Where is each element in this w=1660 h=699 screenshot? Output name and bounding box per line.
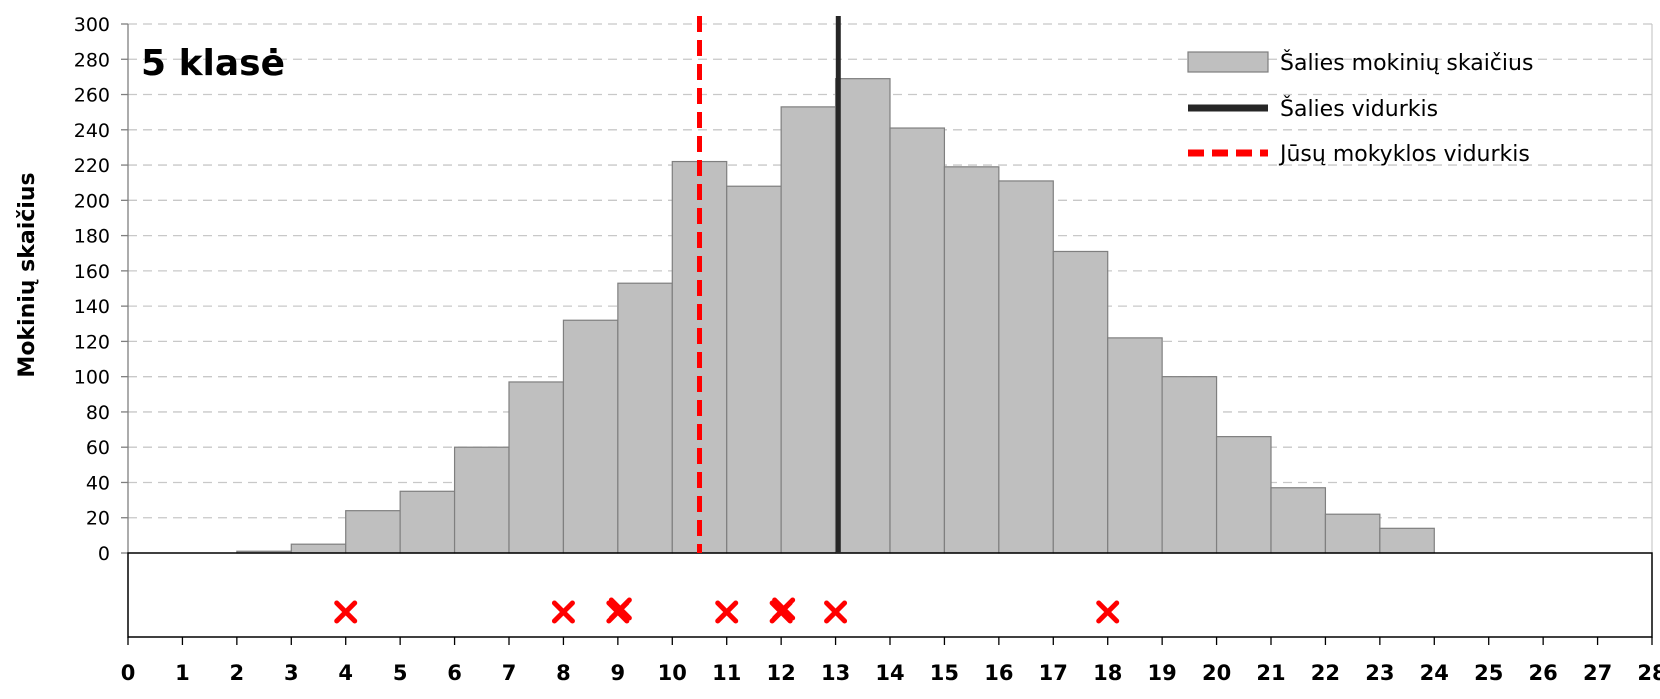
score-marker: [715, 600, 739, 624]
y-tick-label: 200: [74, 190, 110, 212]
x-tick-label: 17: [1039, 661, 1068, 685]
y-tick-label: 140: [74, 296, 110, 318]
histogram-bar: [943, 166, 1000, 554]
histogram-bar: [1215, 436, 1272, 554]
axes: [121, 23, 1653, 645]
y-tick-label: 180: [74, 226, 110, 248]
legend-label-national-average: Šalies vidurkis: [1280, 96, 1438, 122]
y-tick-label: 220: [74, 155, 110, 177]
x-tick-label: 3: [284, 661, 299, 685]
score-marker: [1096, 600, 1120, 624]
x-tick-label: 18: [1093, 661, 1122, 685]
score-strip-frame: [127, 552, 1653, 638]
x-tick-label: 5: [393, 661, 408, 685]
y-tick-labels: 0 20 40 60 80 100 120 140 160 180 200 220 240 260 280 3…: [74, 14, 110, 565]
y-tick-label: 20: [86, 508, 110, 530]
histogram-bar: [1270, 487, 1327, 554]
histogram-bar: [834, 78, 891, 554]
legend-label-school-average: Jūsų mokyklos vidurkis: [1278, 142, 1530, 167]
histogram-bar: [508, 381, 565, 554]
legend-swatch-national-count: [1187, 51, 1269, 73]
y-tick-label: 240: [74, 120, 110, 142]
legend-label-national-count: Šalies mokinių skaičius: [1280, 50, 1533, 76]
histogram-bar: [1107, 337, 1163, 554]
y-axis-label: Mokinių skaičius: [15, 172, 40, 377]
score-marker: [772, 597, 796, 621]
x-tick-label: 24: [1420, 661, 1449, 685]
x-tick-label: 14: [875, 661, 904, 685]
histogram-bar: [1161, 376, 1218, 554]
y-tick-label: 280: [74, 49, 110, 71]
x-tick-label: 6: [447, 661, 462, 685]
y-tick-label: 60: [86, 437, 110, 459]
score-marker-stroke: [334, 600, 358, 624]
y-tick-label: 300: [74, 14, 110, 36]
score-marker-stroke: [608, 597, 632, 621]
y-tick-label: 40: [86, 472, 110, 494]
x-tick-label: 27: [1583, 661, 1612, 685]
histogram-bar: [1324, 513, 1381, 554]
score-marker-stroke: [1096, 600, 1120, 624]
score-marker-stroke: [551, 600, 575, 624]
x-tick-label: 12: [767, 661, 796, 685]
histogram-bar: [345, 510, 401, 554]
x-tick-label: 7: [502, 661, 517, 685]
histogram-bar: [780, 106, 837, 554]
histogram-bar: [290, 543, 347, 554]
average-lines: [697, 16, 841, 553]
x-tick-label: 19: [1148, 661, 1177, 685]
score-marker: [608, 597, 632, 621]
x-tick-label: 26: [1529, 661, 1558, 685]
x-tick-label: 25: [1474, 661, 1503, 685]
x-tick-label: 20: [1202, 661, 1231, 685]
score-marker: [334, 600, 358, 624]
score-marker: [551, 600, 575, 624]
y-tick-label: 160: [74, 261, 110, 283]
score-marker-stroke: [772, 597, 796, 621]
histogram-bar: [889, 127, 946, 554]
y-tick-label: 120: [74, 331, 110, 353]
x-tick-label: 10: [658, 661, 687, 685]
x-tick-label: 11: [712, 661, 741, 685]
x-tick-label: 15: [930, 661, 959, 685]
y-tick-label: 0: [98, 543, 110, 565]
x-tick-label: 4: [338, 661, 353, 685]
x-tick-label: 9: [611, 661, 626, 685]
x-tick-label: 22: [1311, 661, 1340, 685]
histogram-bar: [453, 446, 510, 554]
x-tick-label: 13: [821, 661, 850, 685]
x-tick-label: 0: [121, 661, 136, 685]
histogram-bar: [399, 490, 456, 554]
x-tick-label: 28: [1637, 661, 1660, 685]
legend: Šalies mokinių skaičius Šalies vidurkis …: [1187, 50, 1533, 167]
histogram-bar: [562, 319, 619, 554]
x-tick-label: 23: [1365, 661, 1394, 685]
histogram-bar: [726, 185, 782, 554]
chart-title: 5 klasė: [141, 43, 285, 84]
student-score-strip: [334, 597, 1120, 624]
histogram-bar: [1379, 527, 1435, 554]
score-marker: [824, 600, 848, 624]
x-tick-labels: 0 1 2 3 4 5 6 7 8 9 10 11 12 13 14 15 16 17 18 19 20 21 22 23 24…: [121, 661, 1660, 685]
histogram-bar: [617, 282, 673, 554]
y-tick-label: 260: [74, 85, 110, 107]
histogram-bars: [236, 78, 1435, 554]
x-tick-label: 16: [984, 661, 1013, 685]
x-tick-label: 8: [556, 661, 571, 685]
histogram-bar: [1052, 250, 1109, 554]
score-marker-stroke: [824, 600, 848, 624]
histogram-bar: [998, 180, 1054, 554]
y-tick-label: 80: [86, 402, 110, 424]
x-tick-label: 21: [1256, 661, 1285, 685]
x-tick-label: 2: [230, 661, 245, 685]
y-tick-label: 100: [74, 367, 110, 389]
x-tick-label: 1: [175, 661, 190, 685]
score-marker-stroke: [715, 600, 739, 624]
